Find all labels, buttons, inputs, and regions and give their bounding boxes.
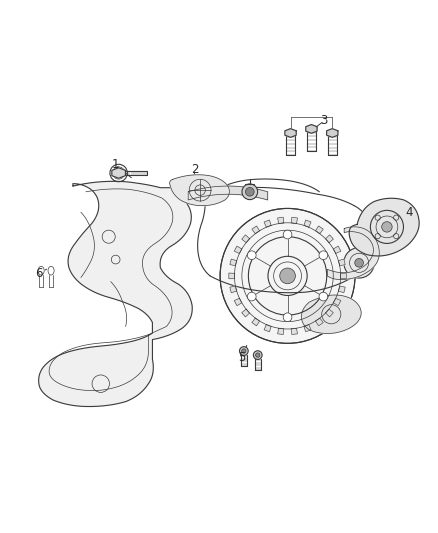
Text: 5: 5 (238, 351, 246, 364)
Polygon shape (230, 259, 237, 265)
Circle shape (242, 184, 258, 200)
Polygon shape (242, 235, 250, 243)
Polygon shape (315, 318, 323, 326)
Text: 4: 4 (405, 206, 413, 219)
Polygon shape (327, 128, 338, 138)
Polygon shape (234, 298, 242, 306)
Polygon shape (264, 325, 271, 332)
Polygon shape (341, 273, 346, 279)
Polygon shape (230, 286, 237, 293)
Circle shape (242, 349, 246, 353)
Polygon shape (264, 220, 271, 227)
Text: 1: 1 (112, 158, 120, 171)
Polygon shape (306, 125, 317, 133)
Polygon shape (315, 226, 323, 233)
Polygon shape (325, 309, 333, 317)
Text: 2: 2 (191, 163, 199, 176)
Polygon shape (229, 273, 234, 279)
Circle shape (254, 351, 262, 359)
Text: 6: 6 (35, 267, 43, 280)
Polygon shape (39, 181, 195, 407)
Polygon shape (242, 309, 250, 317)
Polygon shape (234, 246, 242, 254)
Polygon shape (325, 235, 333, 243)
Circle shape (283, 313, 292, 321)
Polygon shape (278, 217, 284, 223)
Circle shape (220, 208, 355, 343)
Circle shape (381, 222, 392, 232)
Polygon shape (333, 298, 341, 306)
Polygon shape (252, 318, 260, 326)
Polygon shape (112, 168, 125, 178)
Polygon shape (170, 175, 230, 206)
Ellipse shape (48, 266, 54, 275)
Polygon shape (291, 217, 297, 223)
Polygon shape (349, 198, 419, 256)
Polygon shape (333, 246, 341, 254)
Polygon shape (304, 325, 311, 332)
Circle shape (247, 292, 256, 301)
Polygon shape (301, 295, 361, 334)
Circle shape (245, 188, 254, 196)
Circle shape (247, 251, 256, 260)
Polygon shape (339, 286, 345, 293)
Polygon shape (188, 186, 268, 200)
Polygon shape (327, 227, 379, 280)
Ellipse shape (38, 266, 44, 275)
Circle shape (319, 251, 328, 260)
Circle shape (283, 230, 292, 239)
Polygon shape (285, 128, 296, 138)
Polygon shape (291, 328, 297, 335)
Circle shape (240, 346, 248, 356)
Circle shape (113, 167, 125, 179)
Circle shape (256, 353, 260, 357)
Polygon shape (278, 328, 284, 335)
Polygon shape (252, 226, 260, 233)
Circle shape (319, 292, 328, 301)
Polygon shape (339, 259, 345, 265)
Circle shape (355, 259, 364, 267)
Text: 3: 3 (321, 114, 328, 127)
Circle shape (280, 268, 295, 284)
Circle shape (344, 248, 374, 278)
Polygon shape (304, 220, 311, 227)
